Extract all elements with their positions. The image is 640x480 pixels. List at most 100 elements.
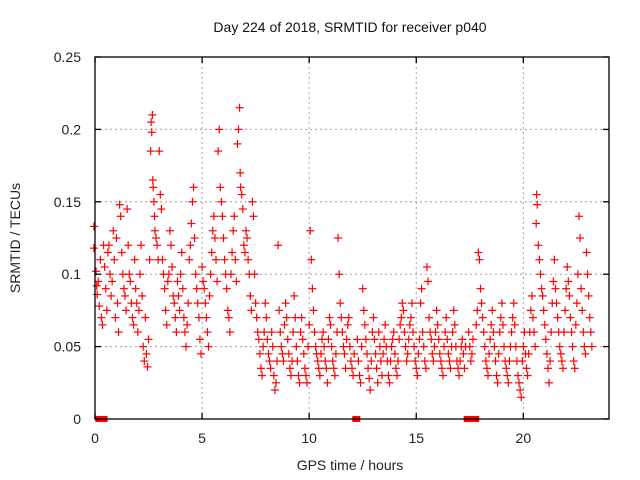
data-point — [421, 364, 430, 373]
data-point — [119, 284, 128, 293]
data-point — [524, 349, 533, 358]
data-point — [414, 349, 423, 358]
data-point — [102, 306, 111, 315]
data-point — [535, 255, 544, 264]
data-point — [239, 241, 248, 250]
data-point — [564, 277, 573, 286]
data-point — [509, 299, 518, 308]
data-point — [96, 255, 105, 264]
data-point — [200, 284, 209, 293]
data-point — [163, 277, 172, 286]
data-point — [513, 371, 522, 380]
data-point — [542, 349, 551, 358]
data-point — [148, 176, 157, 185]
data-point — [124, 241, 133, 250]
data-point — [367, 357, 376, 366]
data-point — [188, 197, 197, 206]
data-point — [340, 349, 349, 358]
data-point — [314, 364, 323, 373]
data-point — [364, 364, 373, 373]
data-point — [551, 284, 560, 293]
data-point — [217, 197, 226, 206]
data-point — [164, 270, 173, 279]
y-tick-labels: 0 0.05 0.1 0.15 0.2 0.25 — [54, 49, 81, 427]
data-point — [584, 291, 593, 300]
data-point — [157, 205, 166, 214]
data-point — [585, 313, 594, 322]
data-point — [586, 328, 595, 337]
data-point — [292, 342, 301, 351]
data-point — [577, 284, 586, 293]
data-point — [153, 241, 162, 250]
data-point — [140, 357, 149, 366]
data-point — [371, 349, 380, 358]
data-point — [460, 364, 469, 373]
data-point — [134, 306, 143, 315]
data-point — [413, 371, 422, 380]
data-point — [244, 255, 253, 264]
data-point — [93, 290, 102, 299]
data-point — [342, 335, 351, 344]
data-point — [285, 364, 294, 373]
data-point — [510, 320, 519, 329]
data-point — [330, 371, 339, 380]
data-point — [443, 335, 452, 344]
data-point — [89, 222, 98, 231]
data-point — [427, 335, 436, 344]
data-point — [152, 234, 161, 242]
data-point — [201, 299, 210, 308]
data-point — [550, 255, 559, 264]
data-point — [560, 328, 569, 337]
data-point — [485, 349, 494, 358]
data-points — [89, 103, 596, 422]
data-point — [147, 128, 156, 137]
data-point — [165, 226, 174, 235]
data-point — [473, 306, 482, 315]
data-point — [545, 378, 554, 387]
data-point — [419, 342, 428, 351]
data-point — [536, 270, 545, 279]
data-point — [267, 328, 276, 337]
data-point — [215, 125, 224, 134]
data-point — [549, 277, 558, 286]
data-point — [308, 284, 317, 293]
data-point — [249, 212, 258, 221]
data-point — [458, 335, 467, 344]
data-point — [275, 306, 284, 315]
data-point — [174, 291, 183, 300]
data-point — [523, 371, 532, 380]
data-point — [218, 212, 227, 221]
data-point — [107, 291, 116, 300]
data-point — [434, 335, 443, 344]
data-point — [448, 328, 457, 337]
data-point — [428, 349, 437, 358]
data-point — [315, 371, 324, 380]
data-point — [511, 342, 520, 351]
data-point — [266, 364, 275, 373]
data-point — [362, 349, 371, 358]
data-point — [338, 328, 347, 337]
data-point — [115, 200, 124, 209]
data-point — [295, 378, 304, 387]
data-point — [283, 335, 292, 344]
data-point — [307, 255, 316, 264]
data-point — [539, 306, 548, 315]
data-point — [219, 234, 228, 242]
data-point — [301, 371, 310, 380]
data-point — [424, 277, 433, 286]
data-point — [150, 226, 159, 235]
data-point — [472, 320, 481, 329]
data-point — [553, 313, 562, 322]
data-point — [214, 147, 223, 156]
data-point — [158, 255, 167, 264]
data-point — [177, 248, 186, 257]
data-point — [357, 342, 366, 351]
data-point — [324, 335, 333, 344]
data-point — [415, 335, 424, 344]
data-point — [316, 349, 325, 358]
data-point — [343, 320, 352, 329]
data-point — [170, 299, 179, 308]
data-point — [113, 299, 122, 308]
data-point — [467, 349, 476, 358]
data-point — [112, 234, 121, 242]
